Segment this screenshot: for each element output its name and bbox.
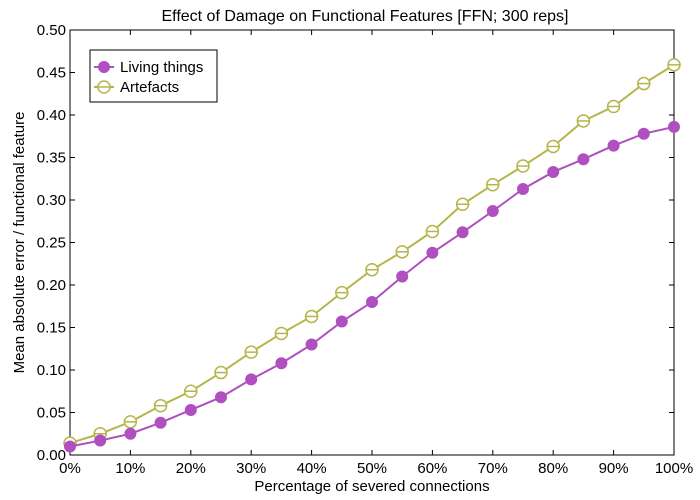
y-tick-label: 0.10	[37, 362, 66, 379]
series-artefacts	[63, 58, 681, 450]
data-point	[366, 296, 378, 308]
y-tick-label: 0.30	[37, 192, 66, 209]
data-point	[668, 120, 680, 133]
y-tick-label: 0.35	[37, 150, 66, 167]
data-point	[577, 153, 590, 166]
data-point	[547, 165, 560, 178]
data-point	[184, 403, 197, 416]
data-point	[335, 315, 348, 328]
data-point	[426, 246, 439, 259]
legend-box	[89, 49, 218, 103]
data-point	[64, 440, 76, 453]
legend: Living things Artefacts	[89, 49, 218, 103]
x-axis-label: Percentage of severed connections	[254, 478, 489, 495]
data-point	[396, 270, 409, 283]
data-point	[607, 139, 620, 152]
data-point	[124, 427, 137, 440]
x-tick-label: 10%	[115, 460, 145, 477]
y-tick-label: 0.45	[37, 65, 66, 82]
data-point	[305, 338, 318, 351]
data-point	[215, 391, 227, 404]
y-axis-label: Mean absolute error / functional feature	[11, 112, 28, 374]
x-tick-label: 100%	[655, 460, 693, 477]
data-point	[154, 416, 167, 429]
x-tick-label: 80%	[538, 460, 568, 477]
y-tick-label: 0.05	[37, 405, 66, 422]
x-tick-label: 50%	[357, 460, 387, 477]
y-tick-label: 0.25	[37, 235, 66, 252]
data-point	[637, 127, 650, 140]
x-tick-label: 90%	[599, 460, 629, 477]
x-tick-label: 40%	[297, 460, 327, 477]
data-point	[456, 226, 469, 239]
x-axis-ticks: 0% 10% 20% 30% 40% 50% 60% 70% 80% 90% 100%	[59, 30, 693, 477]
x-tick-label: 70%	[478, 460, 508, 477]
x-tick-label: 60%	[417, 460, 447, 477]
y-tick-label: 0.15	[37, 320, 66, 337]
legend-marker	[98, 61, 110, 73]
y-axis-ticks: 0.00 0.05 0.10 0.15 0.20 0.25 0.30 0.35 0.40 0.45…	[37, 22, 674, 464]
x-tick-label: 30%	[236, 460, 266, 477]
series-living-things	[64, 120, 680, 453]
data-point	[517, 182, 529, 195]
legend-label: Living things	[120, 59, 203, 76]
x-tick-label: 20%	[176, 460, 206, 477]
y-tick-label: 0.50	[37, 22, 66, 39]
y-tick-label: 0.00	[37, 447, 66, 464]
data-point	[94, 434, 107, 447]
series-layer	[63, 58, 681, 453]
data-point	[486, 205, 499, 218]
legend-label: Artefacts	[120, 79, 179, 96]
data-point	[245, 373, 258, 386]
y-tick-label: 0.40	[37, 107, 66, 124]
series-line	[69, 125, 675, 448]
chart-title: Effect of Damage on Functional Features …	[161, 8, 568, 25]
x-tick-label: 0%	[59, 460, 81, 477]
y-tick-label: 0.20	[37, 277, 66, 294]
data-point	[275, 357, 288, 370]
